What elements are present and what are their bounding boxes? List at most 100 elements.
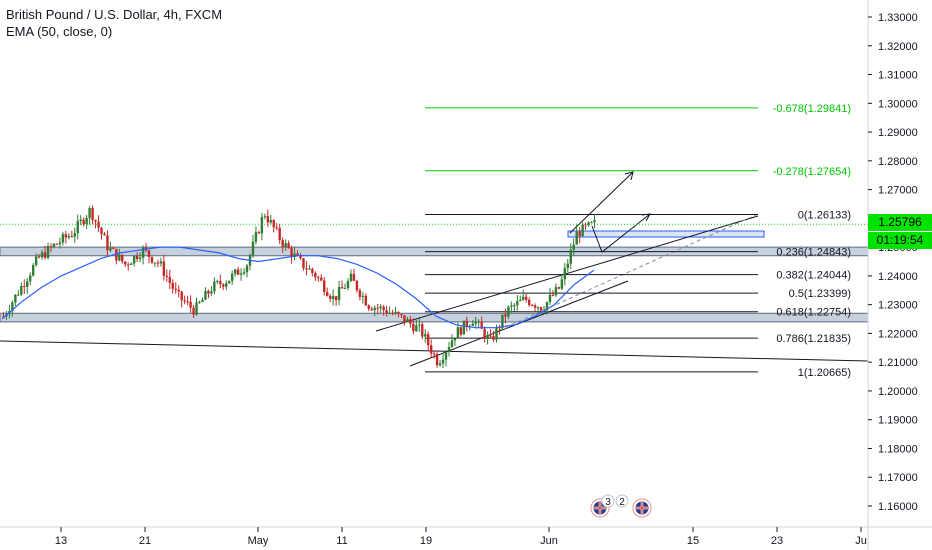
candle-body (198, 302, 201, 304)
candle-body (278, 227, 281, 241)
price-tick-label: 1.21000 (878, 357, 918, 369)
price-tick-label: 1.27000 (878, 185, 918, 197)
candle-body (284, 243, 287, 247)
event-count-badge[interactable] (601, 494, 615, 508)
candle-body (186, 301, 189, 303)
candle-body (29, 275, 32, 282)
candle-body (91, 208, 94, 221)
candle-body (578, 231, 581, 237)
candle-body (397, 311, 400, 315)
price-tick-label: 1.29000 (878, 127, 918, 139)
candle-body (180, 291, 183, 301)
symbol-title[interactable]: British Pound / U.S. Dollar, 4h, FXCM (6, 7, 223, 22)
candle-body (415, 325, 418, 332)
candle-body (346, 280, 350, 289)
candle-body (302, 258, 305, 269)
candle-body (100, 227, 103, 234)
current-price-label: 1.25796 (868, 214, 932, 231)
candle-body (37, 256, 41, 258)
candle-body (418, 324, 421, 326)
candle-body (352, 273, 356, 281)
candle-body (584, 224, 587, 226)
fibonacci-retracement[interactable]: -0.678(1.29841) -0.278(1.27654) 0(1.26133)… (425, 103, 851, 379)
candle-body (34, 256, 38, 266)
event-count-badge[interactable] (615, 494, 629, 508)
candle-body (388, 312, 391, 314)
price-tick-label: 1.18000 (878, 443, 918, 455)
candle-body (228, 280, 231, 284)
candle-body (70, 236, 73, 238)
chart-legend: British Pound / U.S. Dollar, 4h, FXCM EM… (6, 6, 222, 40)
candle-body (112, 247, 115, 249)
candle-body (569, 249, 572, 264)
candle-body (141, 247, 145, 258)
candle-body (58, 242, 62, 244)
uk-flag-icon-2[interactable] (632, 498, 652, 518)
time-tick-label: 23 (771, 535, 783, 547)
candle-body (147, 250, 151, 257)
time-tick-label: 13 (55, 535, 67, 547)
candle-body (557, 287, 561, 289)
candle-body (150, 256, 154, 263)
indicator-label[interactable]: EMA (50, close, 0) (6, 24, 113, 39)
highlight-box[interactable] (567, 230, 765, 238)
price-scale[interactable]: 1.33000 1.32000 1.31000 1.30000 1.29000 1.280… (867, 0, 918, 550)
candle-body (379, 306, 382, 309)
candle-body (590, 222, 593, 224)
candle-body (31, 265, 35, 276)
candle-body (548, 294, 552, 303)
candle-body (17, 294, 20, 296)
candle-body (213, 281, 216, 292)
candle-body (76, 221, 79, 234)
candle-body (370, 308, 373, 311)
candle-body (204, 290, 207, 300)
support-resistance-zones[interactable] (0, 230, 869, 323)
candle-body (230, 273, 234, 281)
candle-body (109, 247, 112, 251)
candle-body (73, 233, 76, 237)
candle-body (533, 305, 537, 308)
ema-50-line (1, 246, 595, 329)
projection-arrow-1[interactable] (569, 171, 634, 234)
candle-body (85, 217, 88, 225)
fib-level-label-1: -0.278(1.27654) (773, 166, 851, 178)
candle-body (266, 216, 270, 223)
candle-body (331, 296, 335, 299)
candle-body (581, 224, 584, 237)
fib-level-label-7: 0.786(1.21835) (776, 333, 851, 345)
candle-body (162, 261, 166, 276)
candle-body (287, 243, 290, 249)
candle-body (168, 276, 172, 283)
time-tick-label: May (248, 535, 269, 547)
fib-level-label-4: 0.382(1.24044) (776, 270, 851, 282)
candle-body (492, 336, 495, 340)
candle-body (52, 243, 56, 247)
price-tick-label: 1.22000 (878, 328, 918, 340)
candle-body (293, 253, 296, 258)
candle-body (305, 268, 308, 270)
candle-body (23, 285, 26, 287)
candle-body (195, 302, 198, 315)
candle-body (222, 284, 225, 287)
candle-body (242, 272, 246, 274)
candle-body (254, 232, 258, 242)
candle-body (504, 314, 507, 317)
event-count-text: 3 (605, 497, 611, 508)
candle-body (593, 220, 596, 223)
candle-body (275, 227, 278, 229)
candle-body (477, 321, 480, 323)
candle-body (272, 220, 275, 228)
candle-body (103, 233, 106, 236)
candle-body (385, 310, 388, 314)
candle-body (26, 281, 29, 287)
candle-body (432, 353, 436, 355)
trendlines[interactable] (0, 171, 869, 367)
time-scale[interactable]: 13 21 May 11 19 Jun 15 23 Ju (0, 526, 932, 547)
candle-body (201, 299, 204, 303)
time-tick-label: 19 (420, 535, 432, 547)
candle-body (438, 363, 442, 366)
candle-body (326, 292, 329, 296)
candle-body (367, 305, 370, 309)
